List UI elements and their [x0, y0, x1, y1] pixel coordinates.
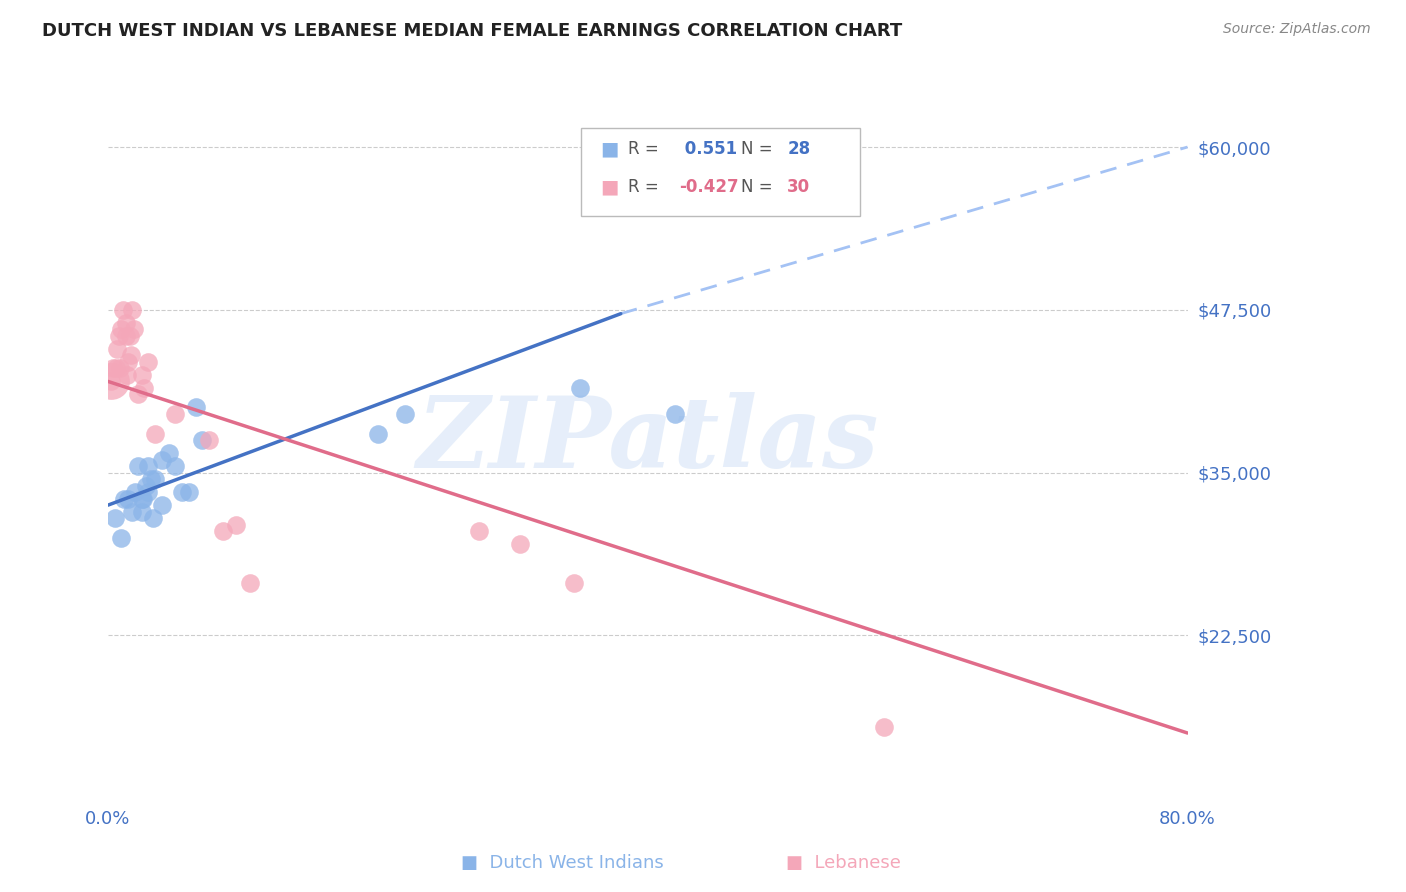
Point [110, 531, 132, 545]
Point [177, 485, 200, 500]
Point [110, 322, 132, 336]
Text: DUTCH WEST INDIAN VS LEBANESE MEDIAN FEMALE EARNINGS CORRELATION CHART: DUTCH WEST INDIAN VS LEBANESE MEDIAN FEM… [42, 22, 903, 40]
Point [143, 426, 166, 441]
Point [468, 524, 491, 538]
Point [118, 328, 141, 343]
Point [143, 472, 166, 486]
Point [114, 328, 136, 343]
Point [117, 491, 139, 506]
Point [239, 576, 262, 591]
Point [103, 361, 125, 376]
Point [112, 491, 135, 506]
Point [107, 342, 129, 356]
Text: Source: ZipAtlas.com: Source: ZipAtlas.com [1223, 22, 1371, 37]
Text: 28: 28 [787, 140, 810, 158]
Point [150, 498, 173, 512]
Point [105, 361, 128, 376]
Point [124, 485, 146, 500]
Text: ZIPatlas: ZIPatlas [416, 392, 879, 488]
Point [138, 458, 160, 473]
Text: ■: ■ [600, 139, 619, 159]
Point [157, 446, 180, 460]
Point [198, 433, 221, 447]
Text: R =: R = [628, 178, 659, 196]
Text: 0.551: 0.551 [679, 140, 737, 158]
Point [165, 458, 187, 473]
Point [165, 407, 187, 421]
Point [394, 407, 416, 421]
Point [191, 433, 214, 447]
Point [184, 401, 207, 415]
Point [115, 368, 138, 382]
Point [150, 452, 173, 467]
Point [134, 381, 156, 395]
Text: R =: R = [628, 140, 659, 158]
Point [569, 381, 592, 395]
Point [135, 478, 157, 492]
Point [121, 302, 143, 317]
Point [509, 537, 531, 551]
Point [131, 491, 153, 506]
Point [141, 511, 163, 525]
Point [127, 458, 149, 473]
Point [107, 328, 129, 343]
Text: ■: ■ [600, 178, 619, 197]
Text: -0.427: -0.427 [679, 178, 738, 196]
Text: N =: N = [741, 140, 772, 158]
Point [127, 387, 149, 401]
Point [104, 511, 127, 525]
Point [138, 355, 160, 369]
Point [131, 505, 153, 519]
Point [562, 576, 585, 591]
Text: 30: 30 [787, 178, 810, 196]
Text: ■  Dutch West Indians: ■ Dutch West Indians [461, 855, 664, 872]
Point [131, 368, 153, 382]
Point [117, 355, 139, 369]
Point [367, 426, 389, 441]
Point [114, 316, 136, 330]
Point [100, 375, 122, 389]
Point [121, 505, 143, 519]
Point [138, 485, 160, 500]
Text: ■  Lebanese: ■ Lebanese [786, 855, 901, 872]
Point [141, 472, 163, 486]
Point [111, 302, 134, 317]
Point [225, 517, 247, 532]
Point [211, 524, 233, 538]
Point [873, 719, 896, 733]
Point [100, 375, 122, 389]
Point [122, 322, 145, 336]
Text: N =: N = [741, 178, 772, 196]
Point [132, 491, 155, 506]
Point [172, 485, 194, 500]
Point [120, 348, 142, 362]
Point [108, 361, 131, 376]
Point [664, 407, 686, 421]
